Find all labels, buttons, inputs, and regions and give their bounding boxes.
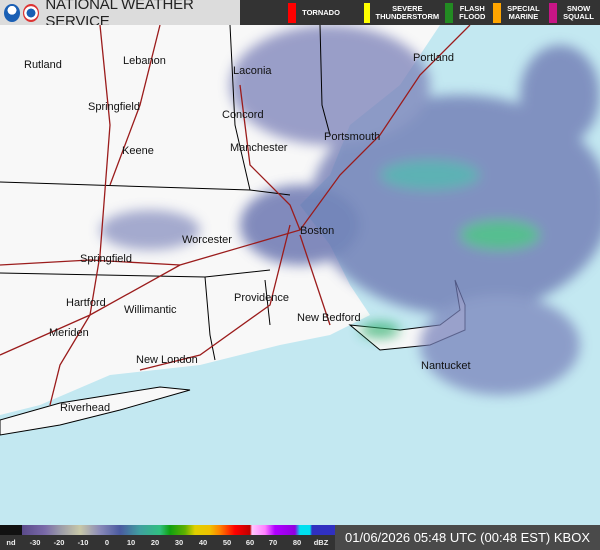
city-label: Lebanon <box>123 55 166 67</box>
header-bar: NATIONAL WEATHER SERVICE TORNADO SEVERE … <box>0 0 600 30</box>
warning-label: FLASH FLOOD <box>459 3 486 21</box>
legend-tick: 80 <box>292 538 302 547</box>
city-label: Portland <box>413 52 454 64</box>
legend-tick: -10 <box>77 538 89 547</box>
legend-tick: 60 <box>245 538 255 547</box>
city-label: New London <box>136 354 198 366</box>
long-island <box>0 386 191 436</box>
legend-tick: nd <box>6 538 16 547</box>
legend-tick: 30 <box>174 538 184 547</box>
radar-timestamp: 01/06/2026 05:48 UTC (00:48 EST) KBOX <box>335 525 600 550</box>
warning-label: SNOW SQUALL <box>563 3 594 21</box>
dbz-color-legend: nd -30 -20 -10 0 10 20 30 40 50 60 70 80… <box>0 525 335 550</box>
legend-tick: dBZ <box>313 538 329 547</box>
nws-branding: NATIONAL WEATHER SERVICE <box>0 0 241 30</box>
city-label: Willimantic <box>124 304 177 316</box>
warning-flash-flood: FLASH FLOOD <box>445 2 487 23</box>
city-label: Springfield <box>88 101 140 113</box>
city-label: Springfield <box>80 253 132 265</box>
warning-label: TORNADO <box>302 7 340 17</box>
warning-special-marine: SPECIAL MARINE <box>493 2 543 23</box>
highways <box>0 24 471 406</box>
legend-tick: 0 <box>104 538 110 547</box>
city-label: Keene <box>122 145 154 157</box>
city-label: New Bedford <box>297 312 361 324</box>
legend-tick: 70 <box>268 538 278 547</box>
radar-map[interactable]: Rutland Lebanon Laconia Portland Springf… <box>0 24 600 525</box>
city-label: Manchester <box>230 142 288 154</box>
warning-severe-thunderstorm: SEVERE THUNDERSTORM <box>364 2 440 23</box>
warning-label: SEVERE THUNDERSTORM <box>375 3 440 21</box>
warning-label: SPECIAL MARINE <box>507 3 540 21</box>
nws-logo <box>23 3 40 22</box>
radar-echoes <box>100 25 600 395</box>
city-label: Nantucket <box>421 360 471 372</box>
dbz-color-scale <box>0 525 335 535</box>
warning-tornado: TORNADO <box>288 2 358 23</box>
noaa-logo <box>4 3 21 22</box>
city-label: Worcester <box>182 234 232 246</box>
city-label: Riverhead <box>60 402 111 414</box>
legend-tick: -30 <box>29 538 41 547</box>
city-label: Hartford <box>66 297 106 309</box>
legend-tick: 50 <box>222 538 232 547</box>
city-label: Portsmouth <box>324 131 381 143</box>
warning-legend: TORNADO SEVERE THUNDERSTORM FLASH FLOOD … <box>240 0 600 25</box>
map-canvas <box>0 24 600 525</box>
city-label: Providence <box>234 292 290 304</box>
city-label: Concord <box>222 109 264 121</box>
city-label: Boston <box>300 225 335 237</box>
warning-snow-squall: SNOW SQUALL <box>549 2 594 23</box>
footer-bar: nd -30 -20 -10 0 10 20 30 40 50 60 70 80… <box>0 525 600 550</box>
legend-tick: 10 <box>126 538 136 547</box>
city-label: Laconia <box>233 65 272 77</box>
city-label: Rutland <box>24 59 62 71</box>
legend-tick: 20 <box>150 538 160 547</box>
legend-tick: 40 <box>198 538 208 547</box>
state-borders <box>0 24 331 361</box>
city-label: Meriden <box>49 327 89 339</box>
legend-tick: -20 <box>53 538 65 547</box>
